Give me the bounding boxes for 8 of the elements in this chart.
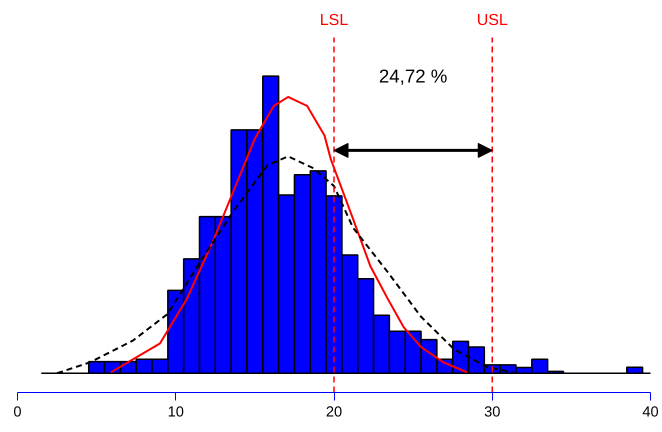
x-tick-label: 20 (326, 404, 342, 420)
ref-line-label: LSL (320, 12, 348, 30)
x-tick-label: 40 (642, 404, 659, 420)
ref-line-label: USL (476, 12, 508, 30)
x-tick-label: 10 (168, 404, 184, 420)
x-tick-label: 0 (13, 404, 22, 420)
x-tick-label: 30 (484, 404, 500, 420)
annotation: 24,72 % (378, 66, 448, 87)
